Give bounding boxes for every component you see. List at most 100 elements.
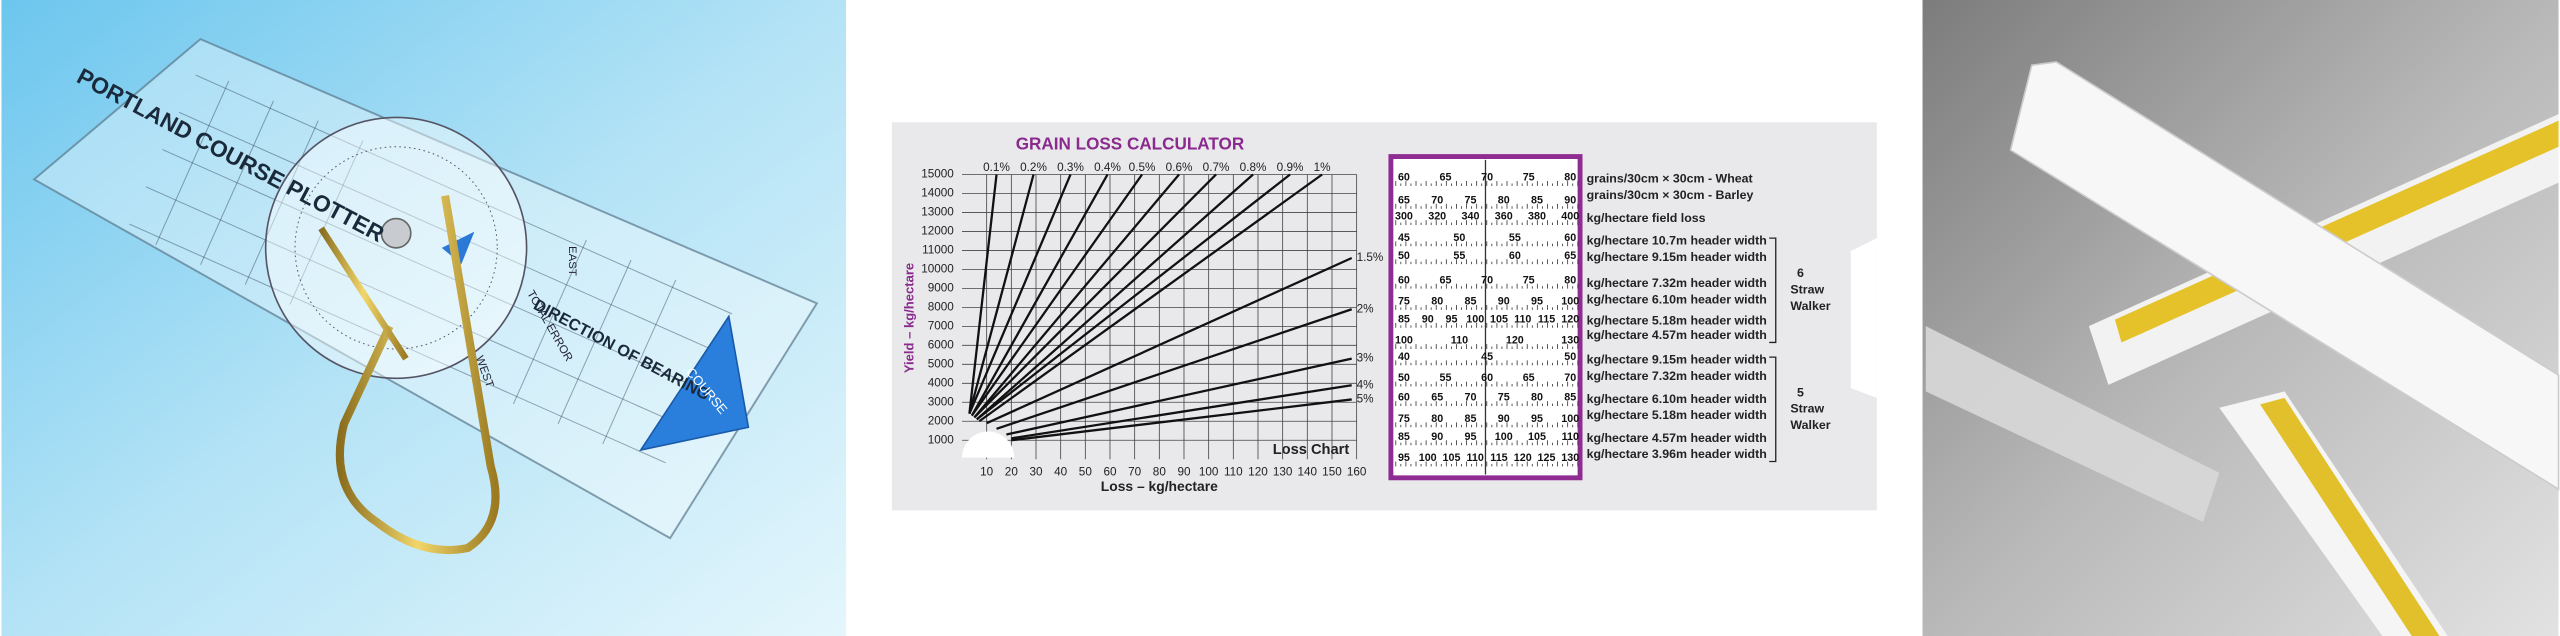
scale-label: kg/hectare 10.7m header width [1587, 234, 1767, 248]
scale-number: 45 [1398, 232, 1410, 244]
scale-number: 105 [1528, 431, 1546, 443]
scale-number: 130 [1561, 452, 1579, 464]
scale-number: 75 [1398, 413, 1410, 425]
scale-number: 50 [1398, 372, 1410, 384]
ruler-yellow [2114, 120, 2559, 343]
scale-number: 85 [1564, 392, 1576, 404]
chart-title: GRAIN LOSS CALCULATOR [1016, 135, 1244, 154]
scale-number: 95 [1445, 313, 1457, 325]
scale-number: 100 [1561, 296, 1579, 308]
x-tick-label: 90 [1177, 465, 1191, 478]
scale-number: 60 [1398, 274, 1410, 286]
scale-number: 100 [1495, 431, 1513, 443]
x-tick-label: 150 [1322, 465, 1342, 478]
plotter-body [32, 38, 819, 540]
loss-line [1006, 357, 1352, 436]
y-tick-label: 3000 [928, 395, 955, 408]
loss-line [973, 173, 1180, 419]
group-bracket [1769, 237, 1777, 344]
y-tick-label: 6000 [928, 338, 955, 351]
scale-number: 100 [1561, 413, 1579, 425]
scale-number: 65 [1431, 392, 1443, 404]
scale-number: 95 [1531, 296, 1543, 308]
y-tick-label: 4000 [928, 376, 955, 389]
loss-line [970, 173, 1143, 417]
loss-line [996, 308, 1353, 430]
scale-number: 120 [1561, 313, 1579, 325]
origin-cap [962, 431, 1015, 458]
scale-number: 85 [1398, 313, 1410, 325]
loss-line [973, 173, 1217, 419]
scale-number: 65 [1440, 274, 1452, 286]
scale-number: 70 [1464, 392, 1476, 404]
x-axis-label: Loss – kg/hectare [1101, 478, 1218, 494]
y-tick-label: 10000 [921, 262, 954, 275]
scale-number: 110 [1467, 452, 1484, 464]
chart-annotation: Loss Chart [1273, 442, 1350, 458]
scale-number: 110 [1514, 313, 1531, 325]
scale-number: 75 [1398, 296, 1410, 308]
scale-number: 65 [1523, 372, 1535, 384]
course-triangle [638, 314, 750, 452]
scale-number: 70 [1481, 274, 1493, 286]
loss-line [968, 174, 1035, 414]
scale-label: kg/hectare 7.32m header width [1587, 369, 1767, 383]
right-photo [1922, 0, 2560, 636]
scale-number: 50 [1564, 351, 1576, 363]
x-tick-label: 10 [980, 465, 994, 478]
scale-number: 45 [1481, 351, 1493, 363]
scale-number: 90 [1498, 296, 1510, 308]
scale-number: 70 [1481, 172, 1493, 184]
scale-number: 80 [1564, 274, 1576, 286]
scale-label: kg/hectare 5.18m header width [1587, 314, 1767, 328]
scale-number: 75 [1523, 172, 1535, 184]
x-tick-label: 110 [1224, 465, 1243, 478]
scale-number: 340 [1462, 211, 1480, 223]
scale-label: kg/hectare 9.15m header width [1587, 353, 1767, 367]
scale-number: 85 [1464, 296, 1476, 308]
scale-label: kg/hectare 6.10m header width [1587, 392, 1767, 406]
arrow-mark [441, 231, 475, 265]
scale-number: 60 [1481, 372, 1493, 384]
scale-number: 85 [1531, 194, 1543, 206]
card-notch [1850, 238, 1877, 398]
series-label: 5% [1357, 393, 1375, 406]
scale-number: 65 [1398, 194, 1410, 206]
y-tick-label: 9000 [928, 281, 955, 294]
group-label: Straw [1790, 283, 1824, 297]
scale-number: 360 [1495, 211, 1513, 223]
scale-label: kg/hectare 4.57m header width [1587, 431, 1767, 445]
scale-number: 100 [1419, 452, 1437, 464]
east-label: EAST [566, 246, 578, 276]
scale-number: 60 [1509, 250, 1521, 262]
scale-label: kg/hectare 9.15m header width [1587, 250, 1767, 264]
scale-number: 90 [1498, 413, 1510, 425]
scale-label: kg/hectare 6.10m header width [1587, 292, 1767, 306]
scale-number: 300 [1395, 211, 1413, 223]
loss-line [968, 174, 1072, 415]
scale-number: 75 [1523, 274, 1535, 286]
loss-chart: GRAIN LOSS CALCULATOR Yield – kg/hectare… [901, 135, 1384, 495]
scale-number: 320 [1428, 211, 1446, 223]
scale-number: 85 [1398, 431, 1410, 443]
scale-number: 115 [1490, 452, 1507, 464]
pivot [380, 217, 412, 249]
scale-number: 95 [1464, 431, 1476, 443]
loss-line [986, 256, 1353, 425]
x-tick-label: 50 [1079, 465, 1093, 478]
y-tick-label: 1000 [928, 433, 955, 446]
protractor-ring [294, 146, 498, 350]
y-tick-label: 2000 [928, 414, 955, 427]
scale-label: grains/30cm × 30cm - Wheat [1587, 172, 1753, 186]
scale-number: 55 [1440, 372, 1452, 384]
scale-number: 95 [1398, 452, 1410, 464]
scale-number: 60 [1398, 172, 1410, 184]
scale-number: 50 [1398, 250, 1410, 262]
scale-number: 85 [1464, 413, 1476, 425]
scale-number: 80 [1564, 172, 1576, 184]
scale-number: 400 [1561, 211, 1579, 223]
series-label: 0.4% [1094, 161, 1121, 174]
scale-number: 380 [1528, 211, 1546, 223]
loss-line [1011, 398, 1352, 442]
scale-number: 120 [1506, 335, 1524, 347]
